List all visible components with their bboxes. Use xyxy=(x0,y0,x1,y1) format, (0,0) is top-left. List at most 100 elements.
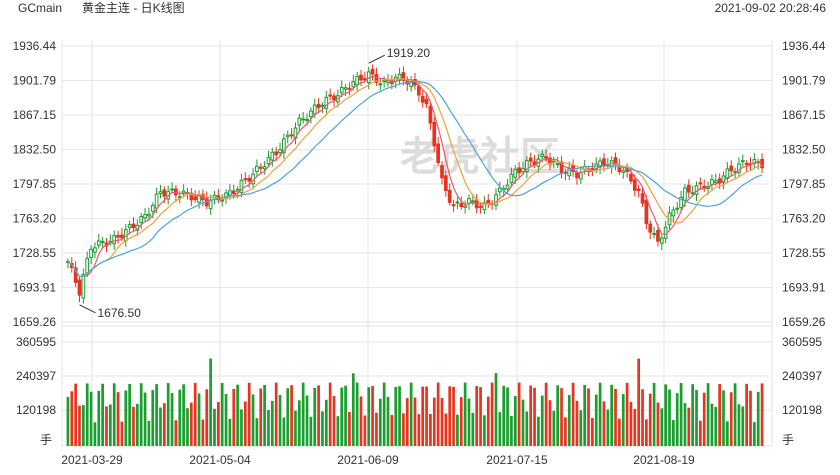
candle-body xyxy=(656,229,660,242)
volume-bar xyxy=(213,408,216,446)
volume-tick-left: 360595 xyxy=(16,335,56,349)
candle-body xyxy=(524,160,529,172)
volume-bar xyxy=(355,382,359,446)
volume-bar xyxy=(82,405,85,446)
annotation-leader xyxy=(79,304,96,314)
volume-bar xyxy=(498,412,502,446)
volume-bar xyxy=(147,420,151,446)
price-tick-left: 1728.55 xyxy=(13,246,57,260)
candle-body xyxy=(401,72,406,81)
price-tick-left: 1797.85 xyxy=(13,177,57,191)
volume-bar xyxy=(274,382,278,446)
volume-bar xyxy=(417,414,421,446)
candle-body xyxy=(432,122,437,147)
candle-body xyxy=(170,188,174,191)
volume-bar xyxy=(579,410,583,446)
candle-body xyxy=(644,200,649,225)
date-tick: 2021-05-04 xyxy=(189,453,251,467)
candle-body xyxy=(73,267,78,283)
candle-body xyxy=(120,234,124,239)
volume-bar xyxy=(232,388,236,446)
candle-body xyxy=(235,188,240,192)
candle-body xyxy=(100,241,105,244)
candle-body xyxy=(85,257,90,274)
candle-body xyxy=(436,143,440,164)
candle-body xyxy=(131,223,136,229)
candle-body xyxy=(266,157,271,165)
volume-bar xyxy=(425,386,428,446)
volume-bar xyxy=(371,385,374,446)
volume-bar xyxy=(255,418,259,446)
candle-body xyxy=(713,180,718,183)
candle-body xyxy=(463,205,467,208)
candle-body xyxy=(470,200,475,203)
candle-body xyxy=(555,163,560,166)
volume-bar xyxy=(209,358,212,446)
candle-body xyxy=(632,179,637,191)
candle-body xyxy=(351,81,356,88)
volume-bar xyxy=(93,422,97,446)
volume-bar xyxy=(756,391,760,446)
candle-body xyxy=(150,204,155,212)
volume-bar xyxy=(378,398,382,446)
volume-bar xyxy=(540,395,544,446)
volume-bar xyxy=(525,411,529,446)
volume-bar xyxy=(193,382,197,446)
candle-body xyxy=(729,165,734,172)
volume-bar xyxy=(633,408,637,446)
volume-bar xyxy=(251,394,255,446)
volume-bar xyxy=(290,385,293,446)
volume-bar xyxy=(101,383,104,446)
volume-bar xyxy=(587,388,590,446)
volume-bar xyxy=(201,419,205,446)
volume-bar xyxy=(675,393,679,446)
volume-bar xyxy=(363,415,367,446)
volume-bar xyxy=(398,386,401,446)
volume-bar xyxy=(494,373,498,446)
candle-body xyxy=(690,192,695,195)
volume-bar xyxy=(691,384,695,446)
candle-body xyxy=(312,104,317,115)
volume-bar xyxy=(513,396,517,446)
candle-body xyxy=(420,95,425,103)
volume-bar xyxy=(463,382,467,446)
volume-bar xyxy=(328,382,332,446)
volume-bar xyxy=(120,421,124,446)
volume-bar xyxy=(510,415,513,446)
price-tick-right: 1693.91 xyxy=(782,281,826,295)
candle-body xyxy=(127,224,132,229)
candle-body xyxy=(521,168,525,173)
volume-bar xyxy=(483,415,486,446)
volume-bar xyxy=(726,421,729,446)
volume-bar xyxy=(108,404,112,446)
volume-bar xyxy=(459,397,463,446)
volume-bar xyxy=(645,419,648,446)
candle-body xyxy=(309,110,313,118)
volume-bar xyxy=(629,401,633,446)
candle-body xyxy=(540,153,545,157)
volume-bar xyxy=(706,383,710,446)
volume-bar xyxy=(270,400,274,446)
volume-bar xyxy=(637,358,641,446)
volume-bar xyxy=(702,392,706,446)
candle-body xyxy=(467,198,471,204)
candle-body xyxy=(513,168,518,178)
volume-tick-left: 120198 xyxy=(16,403,56,417)
volume-bar xyxy=(116,392,120,446)
candle-body xyxy=(177,196,182,199)
candle-body xyxy=(258,166,263,169)
volume-bar xyxy=(683,403,687,446)
candle-body xyxy=(505,184,510,190)
candle-body xyxy=(239,179,244,193)
candle-body xyxy=(89,248,93,258)
candle-body xyxy=(116,234,120,238)
candle-body xyxy=(139,215,144,223)
candle-body xyxy=(370,68,375,75)
candle-body xyxy=(598,160,602,168)
volume-bar xyxy=(432,397,436,446)
volume-bar xyxy=(591,418,594,446)
annotation-high: 1919.20 xyxy=(387,46,431,60)
candle-body xyxy=(671,209,676,217)
volume-bar xyxy=(332,395,336,446)
volume-bar xyxy=(228,418,232,446)
